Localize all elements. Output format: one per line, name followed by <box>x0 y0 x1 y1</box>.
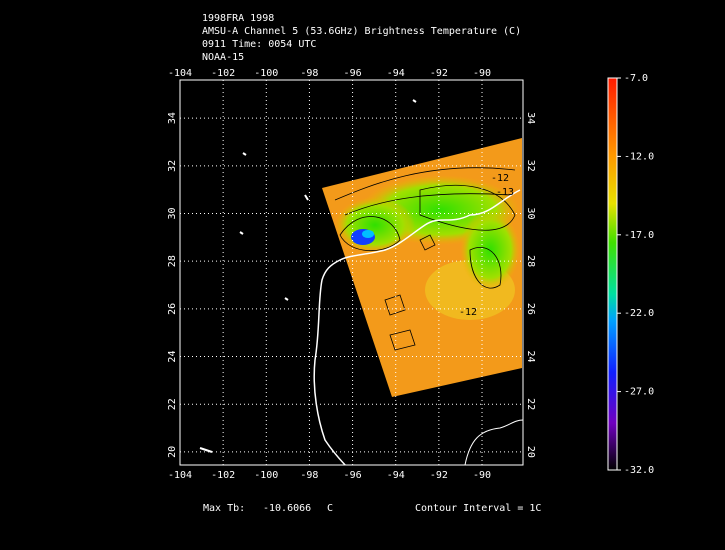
lat-tick-label: 34 <box>167 112 178 124</box>
lat-tick-label: 32 <box>525 160 536 172</box>
max-unit: C <box>327 503 333 514</box>
lat-tick-label: 22 <box>167 398 178 410</box>
contour-label: -12 <box>459 307 477 318</box>
lat-tick-label: 20 <box>525 446 536 458</box>
header-line: 1998FRA 1998 <box>202 13 274 24</box>
lon-tick-label: -102 <box>211 68 235 79</box>
lon-tick-label: -96 <box>344 68 362 79</box>
lon-tick-label: -92 <box>430 470 448 481</box>
footer: Max Tb: -10.6066 C Contour Interval = 1C <box>203 503 541 514</box>
lat-tick-label: 28 <box>167 255 178 267</box>
colorbar-tick-label: -32.0 <box>624 465 654 476</box>
max-label: Max Tb: <box>203 503 245 514</box>
lon-tick-label: -100 <box>254 470 278 481</box>
lon-tick-label: -100 <box>254 68 278 79</box>
contour-label: -13 <box>496 187 514 198</box>
coastline <box>464 419 523 465</box>
lat-tick-label: 32 <box>167 160 178 172</box>
lon-tick-label: -102 <box>211 470 235 481</box>
lon-tick-label: -96 <box>344 470 362 481</box>
header: 1998FRA 1998 AMSU-A Channel 5 (53.6GHz) … <box>202 13 521 63</box>
lon-tick-label: -98 <box>300 470 318 481</box>
lon-tick-label: -90 <box>473 68 491 79</box>
colorbar-tick-label: -27.0 <box>624 387 654 398</box>
lon-tick-label: -92 <box>430 68 448 79</box>
lat-tick-label: 34 <box>525 112 536 124</box>
lat-tick-label: 24 <box>167 351 178 363</box>
lat-tick-label: 30 <box>167 207 178 219</box>
lat-tick-label: 28 <box>525 255 536 267</box>
lon-tick-label: -104 <box>168 68 192 79</box>
coastline <box>313 189 521 465</box>
contour-interval: Contour Interval = 1C <box>415 503 541 514</box>
header-line: 0911 Time: 0054 UTC <box>202 39 316 50</box>
lat-tick-label: 26 <box>167 303 178 315</box>
colorbar-tick-label: -17.0 <box>624 230 654 241</box>
lon-tick-label: -94 <box>387 470 405 481</box>
colorbar-tick-label: -7.0 <box>624 73 648 84</box>
swath-region <box>362 230 374 238</box>
map-image <box>199 99 523 465</box>
lon-tick-label: -90 <box>473 470 491 481</box>
colorbar-tick-label: -12.0 <box>624 151 654 162</box>
lat-tick-label: 22 <box>525 398 536 410</box>
contour-label: -12 <box>491 173 509 184</box>
lat-tick-label: 20 <box>167 446 178 458</box>
lon-tick-label: -104 <box>168 470 192 481</box>
header-line: NOAA-15 <box>202 52 244 63</box>
colorbar-tick-label: -22.0 <box>624 308 654 319</box>
islands <box>199 99 417 453</box>
lat-tick-label: 26 <box>525 303 536 315</box>
colorbar <box>607 77 618 471</box>
lon-tick-label: -94 <box>387 68 405 79</box>
max-value: -10.6066 <box>263 503 311 514</box>
header-line: AMSU-A Channel 5 (53.6GHz) Brightness Te… <box>202 26 521 37</box>
lat-tick-label: 30 <box>525 207 536 219</box>
lon-tick-label: -98 <box>300 68 318 79</box>
swath-region <box>335 197 415 253</box>
contours <box>334 167 516 351</box>
lat-tick-label: 24 <box>525 351 536 363</box>
